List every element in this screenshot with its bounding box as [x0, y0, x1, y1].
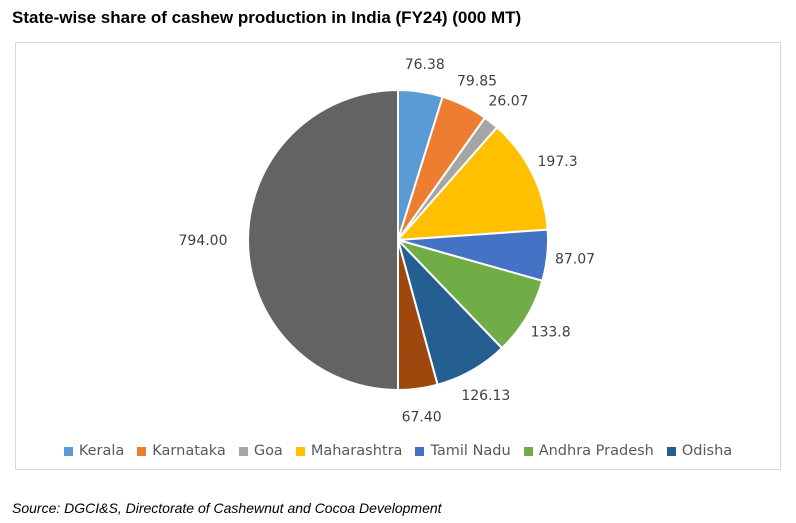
data-label: 197.3	[538, 154, 578, 170]
data-label: 26.07	[488, 93, 528, 109]
pie-slice-unlabeled-8	[247, 88, 399, 392]
legend-item: Andhra Pradesh	[523, 443, 654, 459]
pie-slice-maharashtra	[395, 125, 549, 242]
data-label: 126.13	[461, 388, 510, 404]
data-label: 67.40	[402, 409, 442, 425]
legend-item: Kerala	[63, 443, 125, 459]
legend-label: Kerala	[78, 443, 125, 459]
chart-title: State-wise share of cashew production in…	[12, 8, 522, 27]
data-label: 87.07	[555, 251, 595, 267]
legend-label: Andhra Pradesh	[538, 443, 654, 459]
legend-swatch	[666, 446, 676, 456]
legend-item: Maharashtra	[295, 443, 403, 459]
legend-swatch	[137, 446, 147, 456]
chart-frame	[15, 42, 781, 470]
legend-swatch	[415, 446, 425, 456]
legend-item: Karnataka	[137, 443, 226, 459]
legend-label: Tamil Nadu	[430, 443, 511, 459]
legend-label: Goa	[253, 443, 283, 459]
legend-swatch	[238, 446, 248, 456]
legend: Kerala Karnataka Goa Maharashtra Tamil Nadu A…	[0, 443, 796, 459]
legend-item: Odisha	[666, 443, 733, 459]
legend-label: Karnataka	[152, 443, 226, 459]
data-label: 133.8	[531, 325, 571, 341]
source-note: Source: DGCI&S, Directorate of Cashewnut…	[12, 500, 442, 516]
data-label: 79.85	[457, 74, 497, 90]
legend-item: Goa	[238, 443, 283, 459]
legend-item: Tamil Nadu	[415, 443, 511, 459]
legend-swatch	[295, 446, 305, 456]
data-label: 794.00	[179, 233, 228, 249]
legend-swatch	[523, 446, 533, 456]
data-label: 76.38	[405, 57, 445, 73]
legend-label: Maharashtra	[310, 443, 403, 459]
legend-swatch	[63, 446, 73, 456]
legend-label: Odisha	[681, 443, 733, 459]
